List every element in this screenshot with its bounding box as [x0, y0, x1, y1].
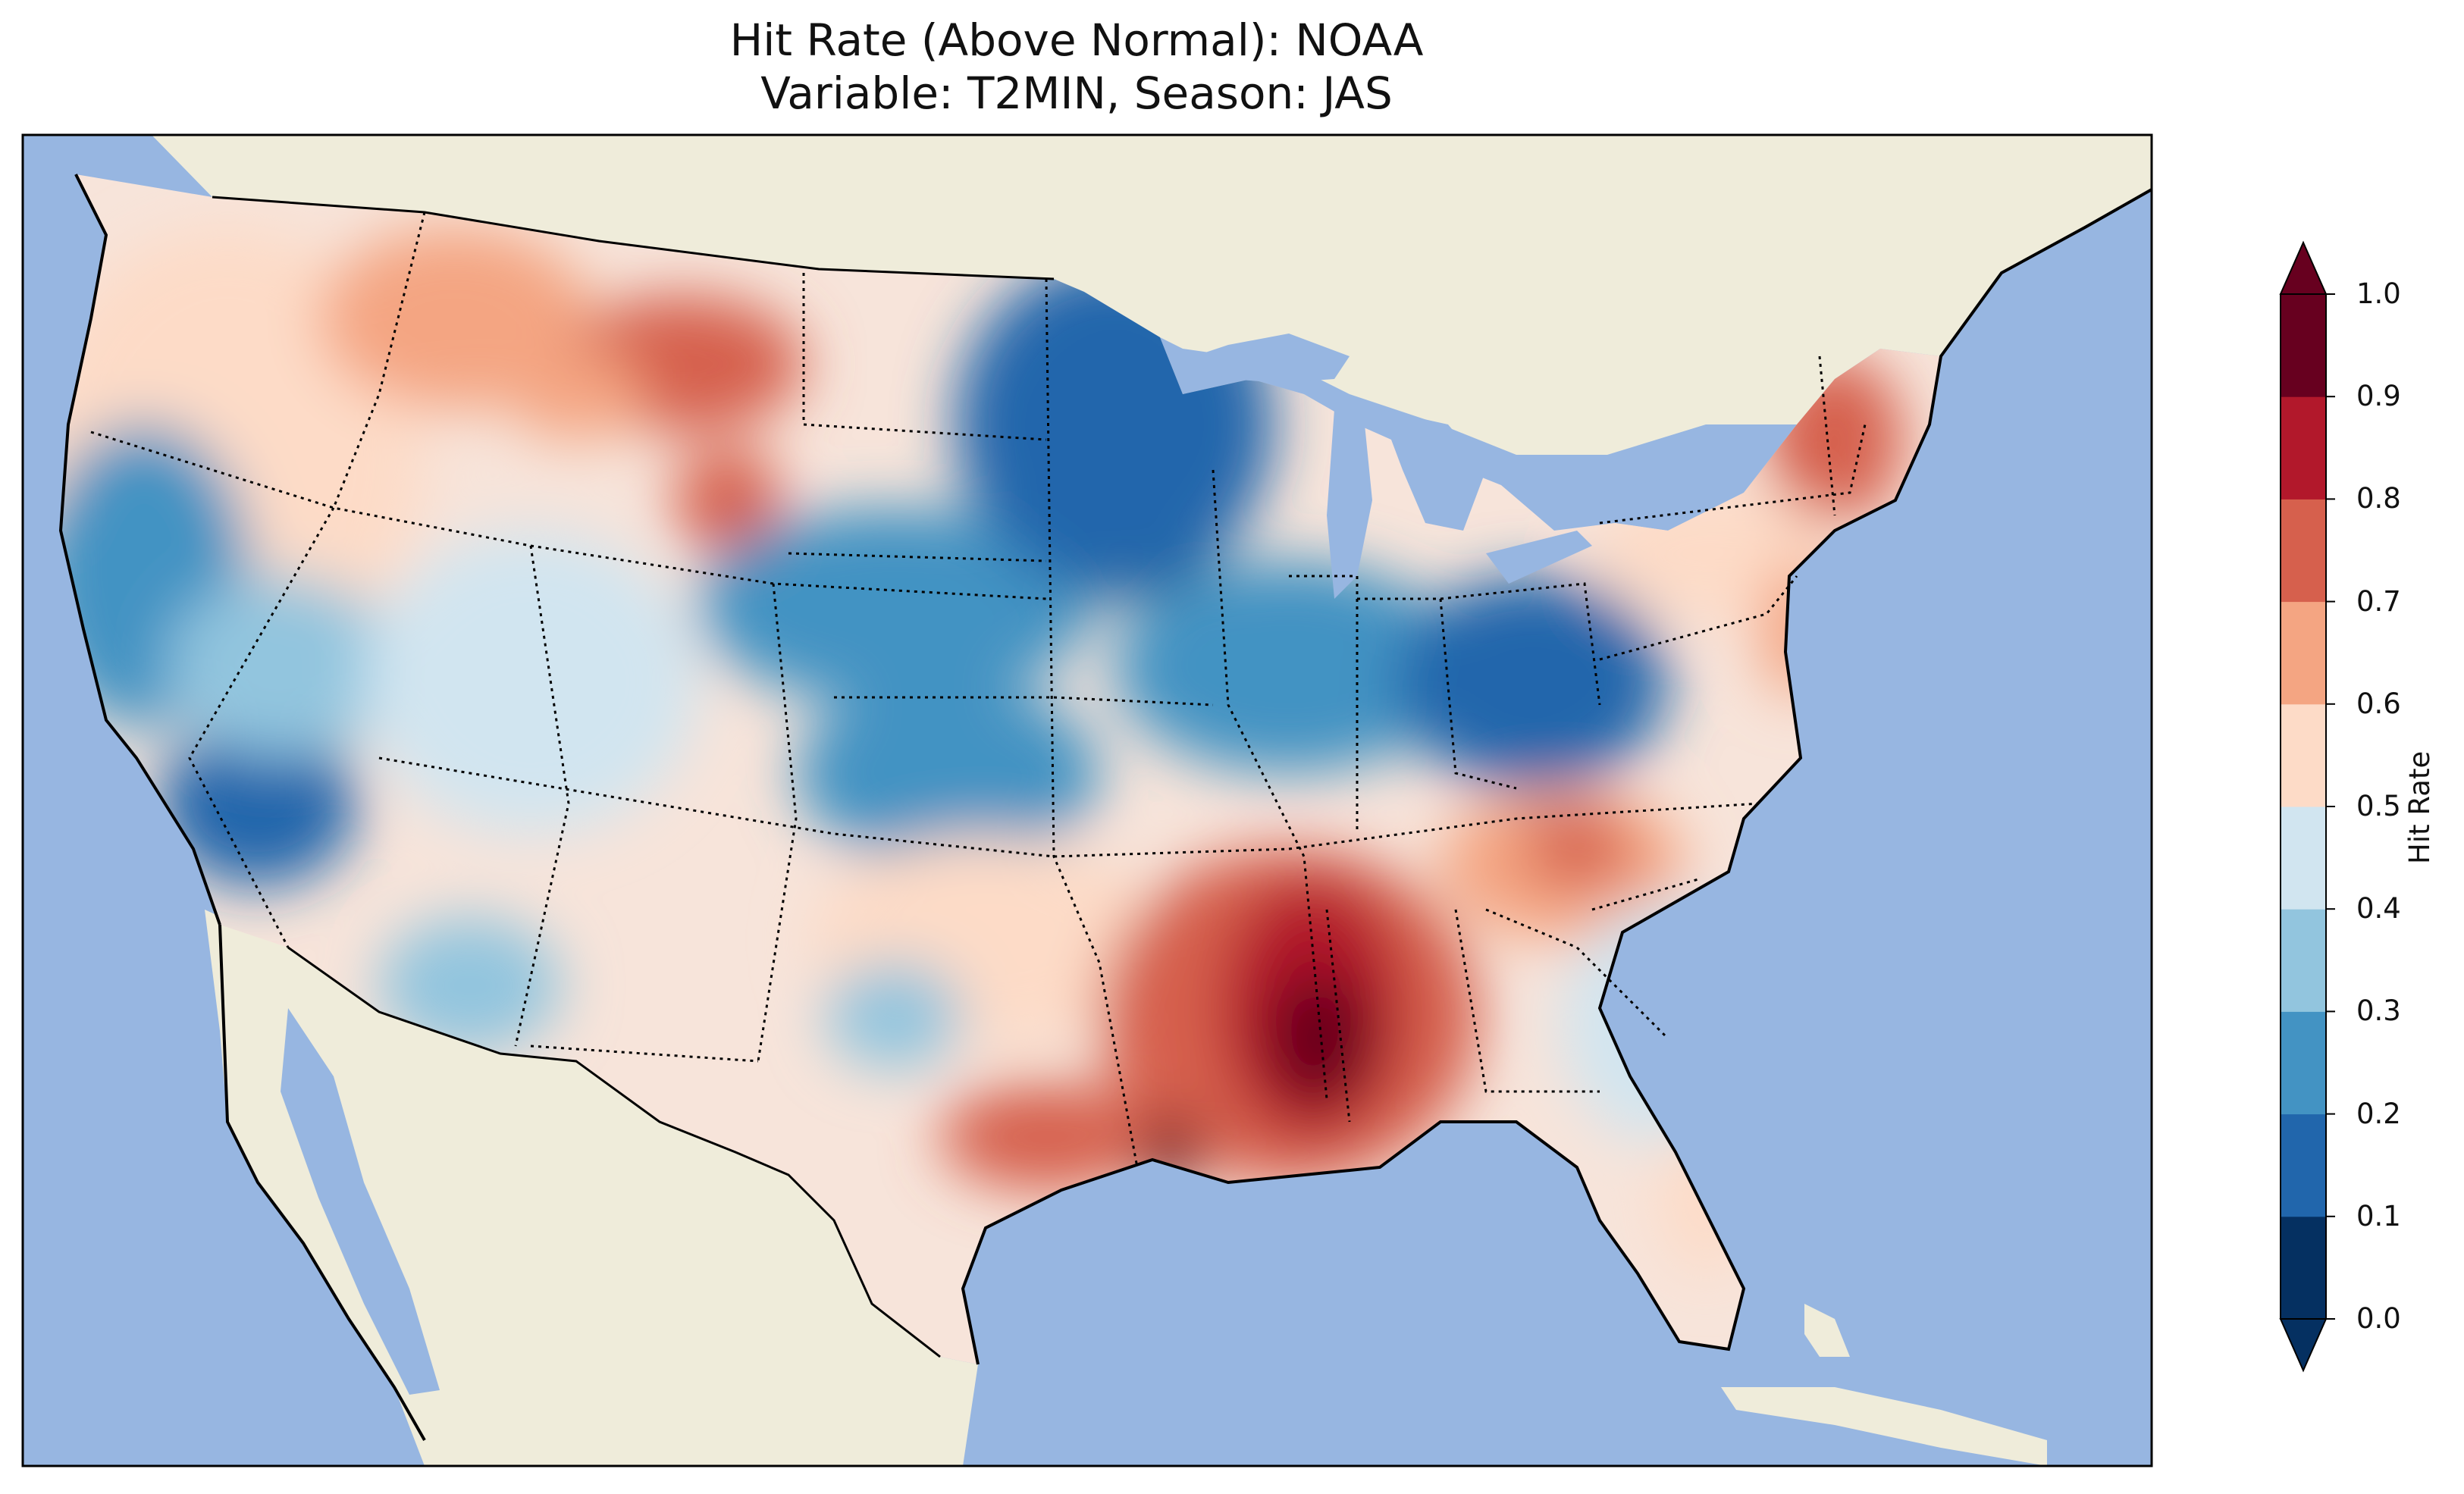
bahamas-land [1804, 1304, 1850, 1357]
region-midwest [1114, 561, 1463, 773]
baja-coastline [218, 924, 426, 1441]
map-area[interactable] [0, 114, 2199, 1466]
region-nevada [167, 576, 394, 758]
colorbar-segment [2281, 703, 2326, 807]
region-wyoming-hotspot [675, 447, 781, 553]
colorbar-segment [2281, 1216, 2326, 1320]
us-mexico-border [287, 946, 941, 1358]
colorbar-tick-label: 0.7 [2356, 584, 2401, 618]
region-texas-gulf [940, 1084, 1152, 1190]
colorbar-segment [2281, 909, 2326, 1012]
chart-title-line2: Variable: T2MIN, Season: JAS [760, 67, 1393, 119]
region-central-plains [698, 508, 1092, 705]
canada-land [152, 135, 2152, 455]
region-carolinas-core [1524, 811, 1630, 887]
region-northern-rockies [318, 227, 591, 409]
colorbar-tick-label: 1.0 [2356, 277, 2401, 310]
lake-superior [1183, 334, 1350, 383]
region-mississippi-core [1266, 970, 1372, 1107]
region-ohio-halo [1395, 576, 1668, 788]
colorbar-segment [2281, 396, 2326, 500]
gulf-of-california [281, 1008, 440, 1395]
colorbar-tick-label: 0.8 [2356, 482, 2401, 515]
colorbar-segment [2281, 601, 2326, 705]
state-borders [90, 211, 1867, 1168]
colorbar-segment [2281, 499, 2326, 603]
colorbar-segment [2281, 294, 2326, 397]
region-southern-california [159, 720, 356, 887]
colorbar-tick-label: 0.0 [2356, 1302, 2401, 1335]
colorbar-tick-label: 0.4 [2356, 892, 2401, 926]
colorbar-segment [2281, 1113, 2326, 1217]
lake-ontario [1600, 478, 1676, 512]
colorbar-segment [2281, 1011, 2326, 1115]
colorbar-tick-label: 0.1 [2356, 1199, 2401, 1232]
colorbar-tick-label: 0.6 [2356, 687, 2401, 720]
chart-title-line1: Hit Rate (Above Normal): NOAA [729, 14, 1424, 66]
cuba-land [1721, 1387, 2047, 1466]
region-great-basin [364, 531, 698, 834]
colorbar-tick-label: 0.2 [2356, 1097, 2401, 1130]
lake-michigan [1327, 409, 1372, 599]
region-kansas [796, 682, 1099, 864]
colorbar-extend-max [2279, 240, 2328, 295]
colorbar-extend-min [2279, 1318, 2328, 1373]
lake-erie [1486, 531, 1592, 584]
gulf-atlantic-coastline [961, 188, 2152, 1365]
colorbar-tick-label: 0.5 [2356, 790, 2401, 822]
region-montana-secondary [508, 349, 644, 440]
colorbar-tick-label: 0.3 [2356, 994, 2401, 1028]
us-canada-border [212, 196, 1055, 280]
colorbar [2279, 240, 2335, 1373]
region-texas-cool [826, 963, 963, 1069]
colorbar-tick-label: 0.9 [2356, 380, 2401, 413]
colorbar-label: Hit Rate [2403, 750, 2436, 864]
colorbar-segment [2281, 807, 2326, 910]
map-frame [21, 133, 2153, 1467]
lake-huron [1380, 409, 1486, 531]
region-arizona-cool [379, 917, 561, 1054]
pacific-coastline [58, 174, 221, 926]
